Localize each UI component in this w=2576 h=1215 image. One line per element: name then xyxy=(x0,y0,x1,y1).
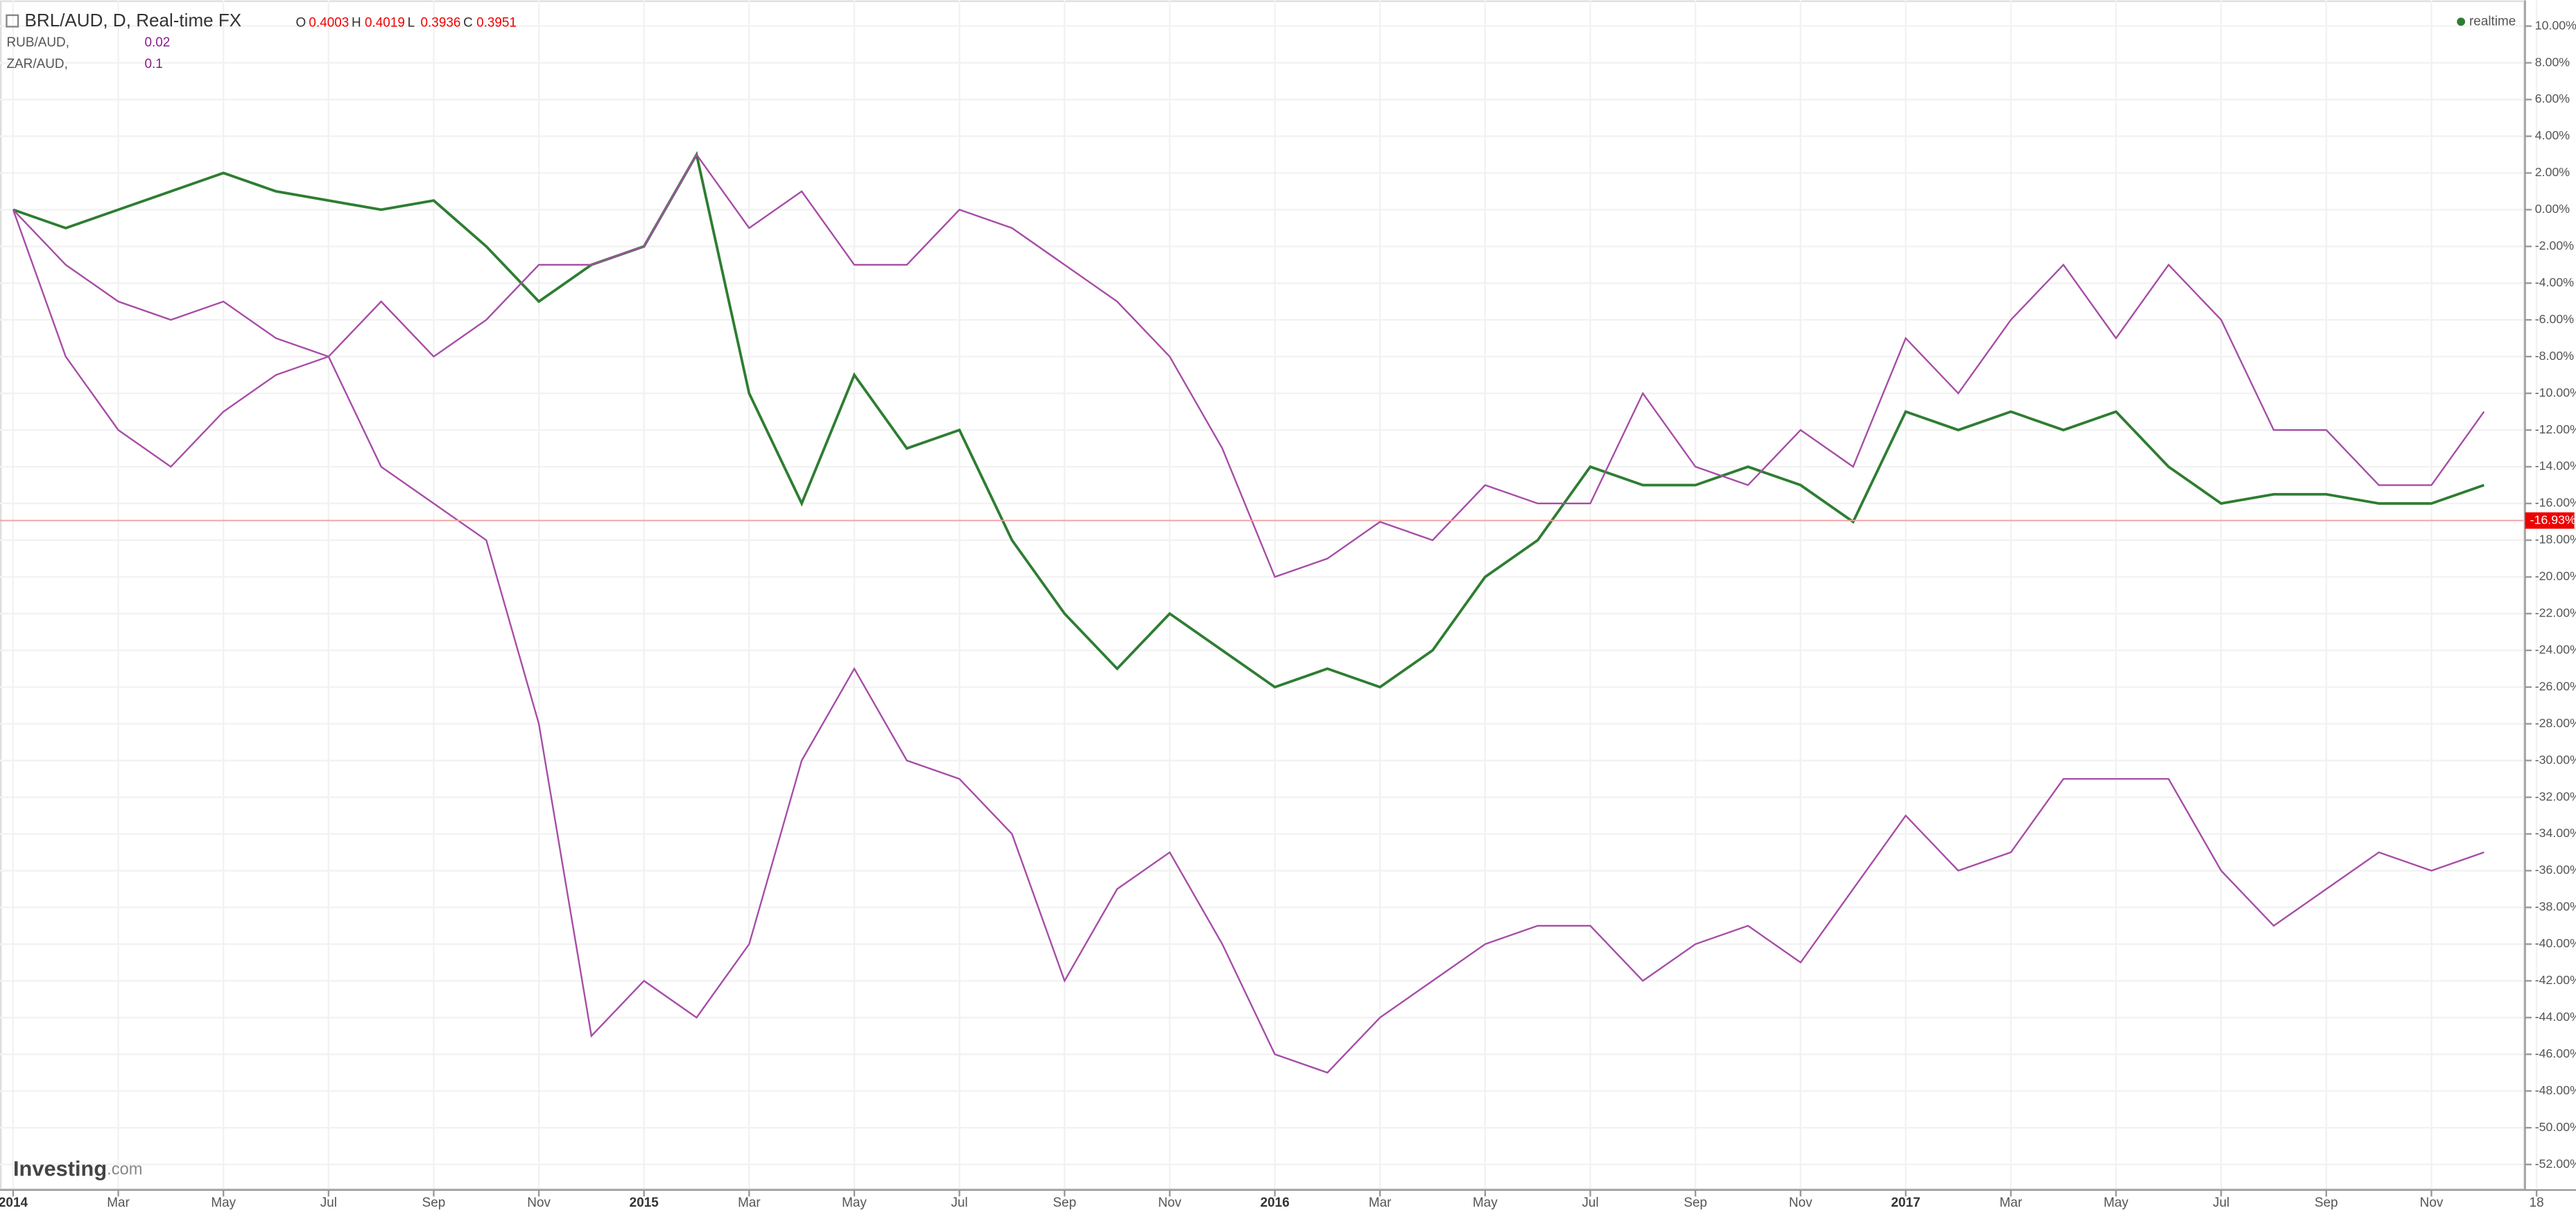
x-tick-label: Sep xyxy=(1053,1196,1076,1210)
chart-title: BRL/AUD, D, Real-time FX xyxy=(25,10,242,31)
x-tick-label: Sep xyxy=(2315,1196,2338,1210)
brand-suffix: .com xyxy=(107,1161,142,1179)
ohlc-value: 0.3936 xyxy=(421,16,461,31)
status: realtime xyxy=(2469,14,2516,28)
ohlc-value: 0.4003 xyxy=(309,16,349,31)
x-tick-label: Mar xyxy=(2000,1196,2023,1210)
y-tick-label: 10.00% xyxy=(2535,18,2576,32)
x-tick-label: Sep xyxy=(1684,1196,1707,1210)
y-tick-label: -10.00% xyxy=(2535,386,2576,399)
y-tick-label: -12.00% xyxy=(2535,422,2576,436)
series-line xyxy=(12,209,2484,1074)
y-tick-label: -36.00% xyxy=(2535,863,2576,877)
x-tick-label: Mar xyxy=(738,1196,761,1210)
y-tick-label: -20.00% xyxy=(2535,569,2576,583)
y-tick-label: 8.00% xyxy=(2535,55,2570,69)
y-tick-label: -26.00% xyxy=(2535,679,2576,693)
x-tick-label: Mar xyxy=(107,1196,130,1210)
x-tick-label: 2015 xyxy=(630,1196,659,1210)
series-line xyxy=(12,153,2485,578)
y-tick-label: -30.00% xyxy=(2535,752,2576,766)
x-tick-label: Jul xyxy=(951,1196,968,1210)
series-line xyxy=(12,150,2484,689)
legend-entry: ZAR/AUD, xyxy=(6,57,67,71)
y-tick-label: 4.00% xyxy=(2535,128,2570,142)
y-tick-label: -14.00% xyxy=(2535,459,2576,473)
x-tick-label: Jul xyxy=(2213,1196,2229,1210)
x-tick-label: Mar xyxy=(1369,1196,1392,1210)
y-tick-label: -32.00% xyxy=(2535,789,2576,803)
x-tick-label: 2016 xyxy=(1260,1196,1289,1210)
ohlc: O 0.4003 H 0.4019 L 0.3936 C 0.3951 xyxy=(295,16,517,31)
ohlc-value: 0.4019 xyxy=(365,16,405,31)
y-tick-label: 0.00% xyxy=(2535,202,2570,216)
grid xyxy=(0,0,2538,1197)
x-tick-label: Sep xyxy=(422,1196,446,1210)
last-price-box xyxy=(2525,512,2575,529)
x-tick-label: May xyxy=(2104,1196,2129,1210)
ohlc-key: O xyxy=(295,16,306,31)
legend: BRL/AUD, D, Real-time FX RUB/AUD, 0.02 Z… xyxy=(6,10,2516,71)
x-tick-label: Jul xyxy=(320,1196,337,1210)
last-price-label: -16.93% xyxy=(2530,512,2576,526)
brand-name: Investing xyxy=(13,1157,107,1181)
ohlc-key: C xyxy=(463,16,473,31)
x-tick-label: Nov xyxy=(1789,1196,1813,1210)
y-tick-label: -50.00% xyxy=(2535,1120,2576,1134)
y-tick-label: -42.00% xyxy=(2535,973,2576,987)
collapse-icon[interactable] xyxy=(6,14,19,28)
y-tick-label: -28.00% xyxy=(2535,716,2576,730)
x-tick-label: 2017 xyxy=(1891,1196,1920,1210)
ohlc-key: H xyxy=(352,16,361,31)
y-tick-label: -48.00% xyxy=(2535,1083,2576,1097)
y-tick-label: -38.00% xyxy=(2535,899,2576,913)
y-tick-label: -2.00% xyxy=(2535,239,2574,252)
x-tick-label: May xyxy=(842,1196,867,1210)
y-tick-label: -46.00% xyxy=(2535,1046,2576,1060)
legend-value: 0.02 xyxy=(144,35,170,50)
x-tick-label: Nov xyxy=(1158,1196,1182,1210)
legend-value: 0.1 xyxy=(144,57,162,71)
x-tick-label: Nov xyxy=(2420,1196,2444,1210)
y-tick-label: -22.00% xyxy=(2535,606,2576,620)
y-tick-label: -44.00% xyxy=(2535,1010,2576,1024)
y-tick-label: 6.00% xyxy=(2535,92,2570,105)
marks xyxy=(0,150,2524,1074)
x-tick-label: 18 xyxy=(2530,1196,2544,1210)
ohlc-value: 0.3951 xyxy=(476,16,517,31)
y-tick-label: -16.00% xyxy=(2535,496,2576,510)
x-tick-label: Jul xyxy=(1582,1196,1598,1210)
x-tick-label: Nov xyxy=(527,1196,551,1210)
y-tick-label: -24.00% xyxy=(2535,642,2576,656)
y-tick-label: -40.00% xyxy=(2535,936,2576,950)
y-tick-label: -52.00% xyxy=(2535,1157,2576,1171)
ohlc-key: L xyxy=(408,16,415,31)
y-tick-label: 2.00% xyxy=(2535,165,2570,179)
x-tick-label: May xyxy=(1473,1196,1498,1210)
brand: Investing.com xyxy=(13,1157,143,1181)
y-tick-label: -8.00% xyxy=(2535,349,2574,363)
x-tick-label: May xyxy=(211,1196,236,1210)
y-tick-label: -4.00% xyxy=(2535,275,2574,289)
legend-entry: RUB/AUD, xyxy=(6,35,69,50)
y-tick-label: -34.00% xyxy=(2535,826,2576,840)
y-tick-label: -18.00% xyxy=(2535,533,2576,546)
status-dot xyxy=(2457,17,2466,26)
x-tick-label: 2014 xyxy=(0,1196,28,1210)
y-tick-label: -6.00% xyxy=(2535,312,2574,326)
